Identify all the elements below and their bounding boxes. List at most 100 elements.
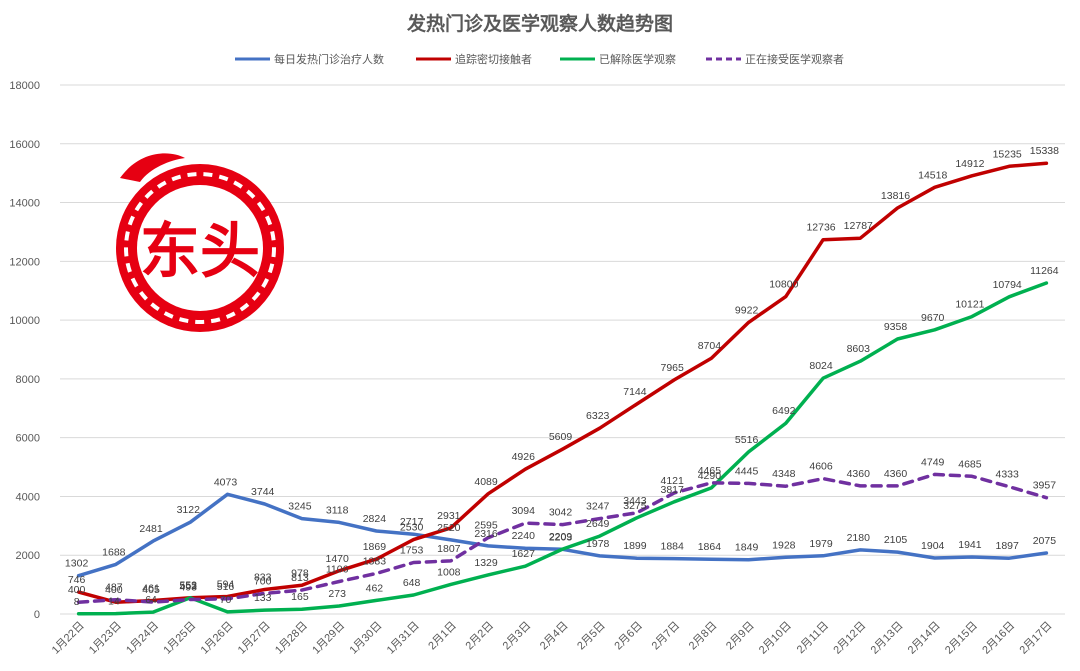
data-label: 273 <box>328 588 346 600</box>
data-label: 813 <box>291 572 309 584</box>
data-label: 2481 <box>139 523 163 535</box>
data-label: 14 <box>108 596 120 608</box>
x-tick-label: 1月27日 <box>236 620 273 657</box>
chart-title: 发热门诊及医学观察人数趋势图 <box>406 12 673 35</box>
data-label: 461 <box>142 582 160 594</box>
data-label: 2530 <box>400 522 424 534</box>
data-label: 1869 <box>363 541 387 553</box>
x-tick-label: 2月8日 <box>687 620 720 653</box>
x-axis: 1月22日 1月23日 1月24日 1月25日 1月26日 1月27日 1月28日 1月29日… <box>50 620 1055 657</box>
data-label: 4333 <box>995 469 1019 481</box>
data-label: 7965 <box>660 362 684 374</box>
x-tick-label: 1月23日 <box>87 620 124 657</box>
x-tick-label: 2月16日 <box>980 620 1017 657</box>
data-label: 2595 <box>474 520 498 532</box>
data-label: 3744 <box>251 486 275 498</box>
data-label: 165 <box>291 591 309 603</box>
x-tick-label: 2月11日 <box>795 620 831 656</box>
data-label: 70 <box>220 594 232 606</box>
y-tick-label: 6000 <box>16 433 40 445</box>
data-label: 1807 <box>437 543 461 555</box>
data-label: 4465 <box>698 465 722 477</box>
data-label: 4360 <box>847 468 871 480</box>
chart-legend: 每日发热门诊治疗人数 追踪密切接触者 已解除医学观察 正在接受医学观察者 <box>235 52 844 66</box>
series-line-1 <box>76 161 1049 604</box>
data-label: 10800 <box>769 279 798 291</box>
data-label: 6492 <box>772 405 796 417</box>
data-label: 11264 <box>1030 265 1059 277</box>
data-label: 6323 <box>586 410 610 422</box>
x-tick-label: 1月28日 <box>273 620 310 657</box>
data-label: 2075 <box>1033 535 1057 547</box>
data-label: 9922 <box>735 304 759 316</box>
data-label: 1899 <box>623 540 647 552</box>
y-tick-label: 4000 <box>16 491 40 503</box>
data-label: 15235 <box>993 148 1022 160</box>
x-tick-label: 2月6日 <box>612 620 645 653</box>
x-tick-label: 1月22日 <box>50 620 87 657</box>
data-label: 1849 <box>735 542 759 554</box>
x-tick-label: 2月17日 <box>1017 620 1054 657</box>
x-tick-label: 2月13日 <box>869 620 906 657</box>
logo-inner-disc <box>137 185 263 311</box>
data-labels: 1302 1688 2481 3122 4073 3744 3245 3118 2824 2717… <box>65 145 1059 608</box>
series-line-2 <box>76 281 1049 616</box>
data-label: 978 <box>291 567 309 579</box>
data-label: 553 <box>180 580 198 592</box>
data-label: 14912 <box>955 158 984 170</box>
data-label: 4348 <box>772 468 796 480</box>
x-tick-label: 2月7日 <box>650 620 683 653</box>
data-label: 2240 <box>512 530 536 542</box>
data-label: 15338 <box>1030 145 1059 157</box>
x-tick-label: 2月12日 <box>831 620 868 657</box>
data-label: 552 <box>180 580 198 592</box>
data-label: 4685 <box>958 458 982 470</box>
data-label: 2203 <box>549 531 573 543</box>
data-label: 1753 <box>400 544 424 556</box>
x-tick-label: 1月25日 <box>161 620 198 657</box>
x-tick-label: 2月15日 <box>943 620 980 657</box>
data-label: 700 <box>254 575 272 587</box>
data-label: 1008 <box>437 566 461 578</box>
data-label: 8024 <box>809 360 833 372</box>
logo-dragon-head <box>120 153 185 182</box>
data-label: 2824 <box>363 513 387 525</box>
data-label: 2717 <box>400 516 424 528</box>
x-tick-label: 1月31日 <box>385 620 422 657</box>
x-tick-label: 1月30日 <box>347 620 384 657</box>
data-label: 4121 <box>660 475 684 487</box>
data-label: 2316 <box>474 528 498 540</box>
data-label: 400 <box>105 584 123 596</box>
data-label: 5516 <box>735 434 759 446</box>
data-label: 2520 <box>437 522 461 534</box>
x-tick-label: 1月29日 <box>310 620 347 657</box>
data-label: 64 <box>145 594 157 606</box>
data-label: 1979 <box>809 538 833 550</box>
series-lines <box>76 161 1049 616</box>
logo-pattern-ring <box>124 172 276 324</box>
data-label: 405 <box>142 584 160 596</box>
data-label: 3118 <box>326 504 349 516</box>
data-label: 8 <box>74 596 80 608</box>
x-tick-label: 1月26日 <box>199 620 236 657</box>
data-label: 2209 <box>549 531 573 543</box>
data-label: 133 <box>254 592 272 604</box>
data-label: 1106 <box>326 563 349 575</box>
data-label: 1928 <box>772 539 796 551</box>
data-label: 5609 <box>549 431 573 443</box>
data-label: 2931 <box>437 510 461 522</box>
legend-label-3: 正在接受医学观察者 <box>745 52 844 66</box>
data-label: 1383 <box>363 555 387 567</box>
data-label: 12736 <box>806 222 835 234</box>
x-tick-label: 2月2日 <box>463 620 496 653</box>
data-label: 3957 <box>1033 480 1057 492</box>
series-line-3 <box>76 472 1049 604</box>
data-label: 14518 <box>918 169 947 181</box>
legend-label-0: 每日发热门诊治疗人数 <box>274 52 384 66</box>
x-tick-label: 2月5日 <box>575 620 608 653</box>
data-label: 8704 <box>698 340 722 352</box>
x-tick-label: 2月1日 <box>426 620 459 653</box>
data-label: 4606 <box>809 461 833 473</box>
data-label: 10794 <box>993 279 1022 291</box>
